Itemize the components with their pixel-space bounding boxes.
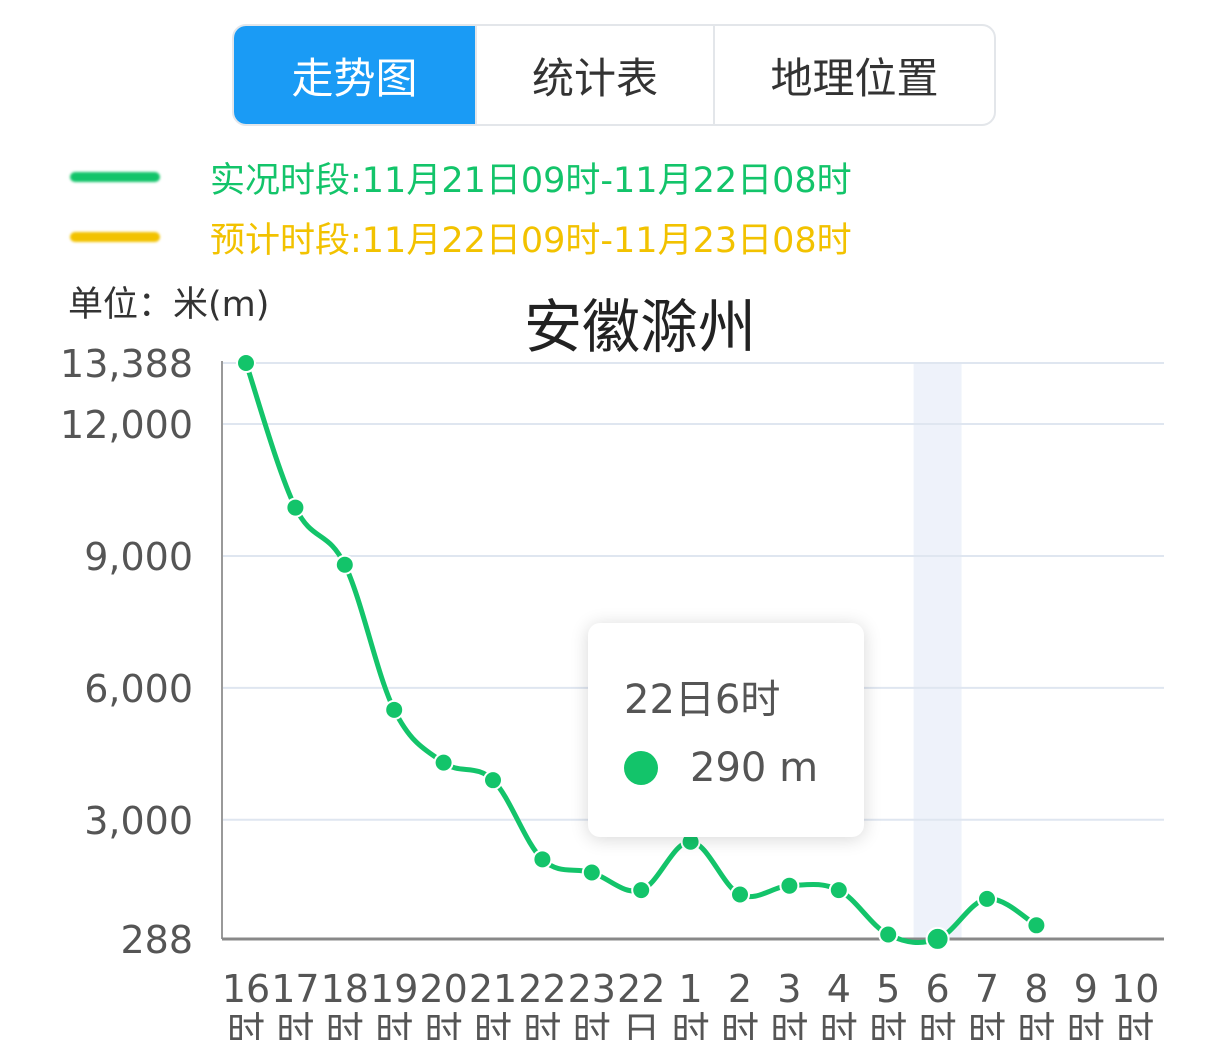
x-tick-label-unit: 时	[1067, 1009, 1105, 1040]
highlight-band	[913, 363, 962, 939]
x-tick-label-unit: 时	[968, 1009, 1006, 1040]
x-tick-label: 7	[975, 967, 999, 1011]
data-point	[977, 888, 997, 909]
x-tick-label-unit: 时	[770, 1009, 808, 1040]
x-tick-label-unit: 时	[869, 1009, 907, 1040]
x-tick-label: 10	[1111, 967, 1159, 1011]
x-tick-label: 9	[1074, 967, 1098, 1011]
y-tick-label: 13,388	[60, 342, 193, 386]
data-point	[878, 924, 899, 945]
x-tick-label: 18	[321, 967, 369, 1011]
x-tick-label: 23	[568, 967, 616, 1011]
y-tick-label: 6,000	[84, 667, 193, 711]
y-tick-label: 12,000	[60, 403, 193, 447]
x-tick-label: 20	[419, 967, 467, 1011]
tooltip-title: 22日6时	[624, 677, 781, 723]
data-point	[1026, 915, 1047, 936]
y-tick-label: 288	[120, 918, 193, 962]
x-tick-label-unit: 时	[276, 1009, 314, 1040]
data-point	[334, 554, 355, 575]
data-point	[925, 926, 950, 951]
legend-observed: 实况时段:11月21日09时-11月22日08时	[70, 155, 852, 201]
legend-forecast: 预计时段:11月22日09时-11月23日08时	[70, 215, 852, 261]
data-point	[433, 752, 454, 773]
x-tick-label-unit: 时	[1017, 1009, 1055, 1040]
x-tick-label: 2	[728, 967, 752, 1011]
x-tick-label-unit: 时	[721, 1009, 759, 1040]
x-tick-label: 1	[679, 967, 703, 1011]
x-tick-label: 5	[876, 967, 900, 1011]
legend-observed-label: 实况时段:11月21日09时-11月22日08时	[210, 160, 852, 201]
x-tick-label: 4	[827, 967, 851, 1011]
x-tick-label-unit: 时	[326, 1009, 364, 1040]
x-tick-label: 6	[926, 967, 950, 1011]
x-tick-label: 21	[469, 967, 517, 1011]
data-point	[631, 880, 652, 901]
y-tick-label: 3,000	[84, 799, 193, 843]
tab-geo-location[interactable]: 地理位置	[713, 26, 994, 124]
x-tick-label-unit: 时	[573, 1009, 611, 1040]
x-tick-label: 8	[1024, 967, 1048, 1011]
legend-observed-swatch	[70, 172, 160, 182]
x-tick-label: 22	[518, 967, 566, 1011]
tab-trend-chart[interactable]: 走势图	[234, 26, 475, 124]
data-point	[730, 884, 750, 905]
tooltip-value: 290 m	[690, 745, 819, 791]
x-tick-label-unit: 时	[672, 1009, 710, 1040]
x-tick-label-unit: 日	[622, 1009, 660, 1040]
tooltip: 22日6时 290 m	[588, 623, 864, 837]
x-tick-label-unit: 时	[375, 1009, 413, 1040]
tab-statistics-table[interactable]: 统计表	[475, 26, 713, 124]
unit-label: 单位：米(m)	[68, 285, 270, 325]
x-tick-label-unit: 时	[820, 1009, 858, 1040]
x-tick-label-unit: 时	[919, 1009, 957, 1040]
data-point	[779, 875, 800, 896]
x-tick-label: 19	[370, 967, 418, 1011]
x-tick-label: 22	[617, 967, 665, 1011]
x-tick-label-unit: 时	[1116, 1009, 1154, 1040]
x-tick-label: 3	[777, 967, 801, 1011]
chart-title: 安徽滁州	[523, 293, 756, 361]
data-point	[532, 849, 553, 870]
data-point	[384, 699, 405, 720]
x-tick-label-unit: 时	[227, 1009, 265, 1040]
data-point	[236, 353, 256, 373]
tab-bar: 走势图 统计表 地理位置	[232, 24, 996, 126]
tooltip-dot-icon	[624, 751, 658, 785]
x-tick-label-unit: 时	[474, 1009, 512, 1040]
x-tick-label-unit: 时	[523, 1009, 561, 1040]
y-tick-label: 9,000	[84, 535, 193, 579]
tooltip-row: 290 m	[624, 745, 864, 791]
data-point	[828, 880, 849, 901]
x-tick-label-unit: 时	[425, 1009, 463, 1040]
x-tick-label: 17	[271, 967, 319, 1011]
data-point	[285, 497, 306, 518]
x-tick-label: 16	[222, 967, 270, 1011]
legend-forecast-label: 预计时段:11月22日09时-11月23日08时	[210, 220, 852, 261]
data-point	[483, 770, 503, 791]
data-point	[581, 862, 602, 883]
legend-forecast-swatch	[70, 232, 160, 242]
